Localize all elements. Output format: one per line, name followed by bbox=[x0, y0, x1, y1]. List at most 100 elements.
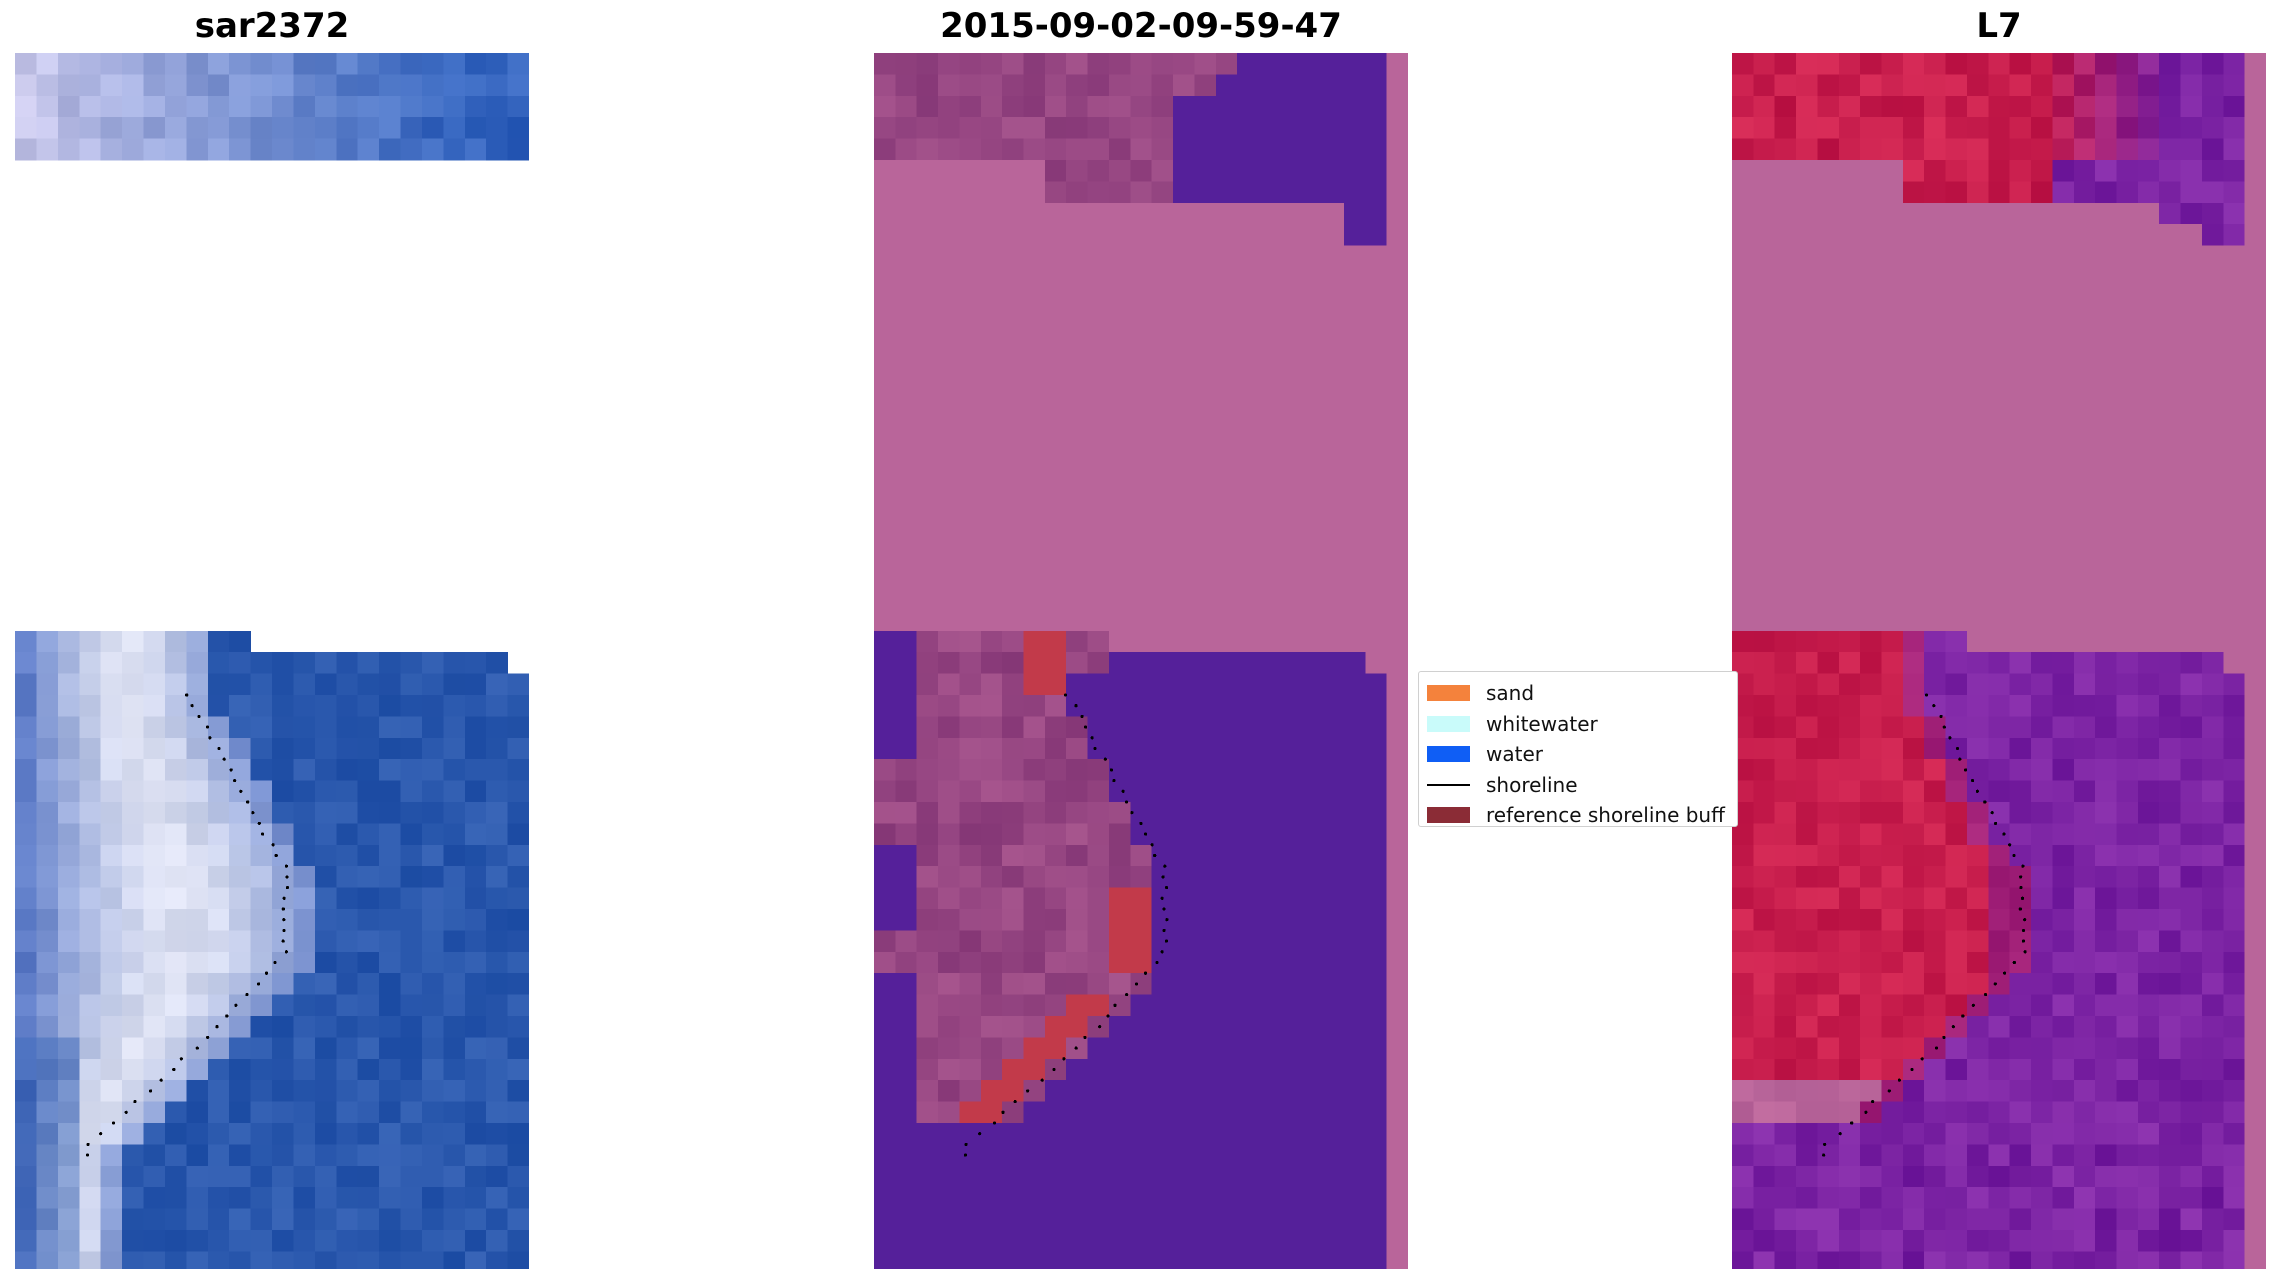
image-pixel bbox=[1945, 1230, 1968, 1252]
image-pixel bbox=[379, 802, 402, 824]
image-pixel bbox=[2201, 759, 2224, 782]
image-pixel bbox=[421, 1208, 444, 1231]
image-pixel bbox=[1173, 523, 1195, 546]
image-pixel bbox=[2095, 630, 2118, 653]
image-pixel bbox=[2073, 1165, 2096, 1188]
image-pixel bbox=[336, 866, 359, 889]
image-pixel bbox=[1945, 74, 1968, 97]
image-pixel bbox=[1108, 117, 1131, 140]
image-pixel bbox=[2201, 951, 2224, 974]
image-pixel bbox=[1343, 844, 1366, 867]
image-pixel bbox=[1023, 930, 1046, 953]
image-pixel bbox=[1151, 759, 1174, 782]
image-pixel bbox=[1151, 1080, 1174, 1103]
image-pixel bbox=[36, 138, 59, 161]
image-pixel bbox=[79, 951, 102, 974]
legend-item-shoreline: shoreline bbox=[1419, 770, 1737, 801]
image-pixel bbox=[1796, 53, 1819, 75]
image-pixel bbox=[1044, 609, 1067, 632]
image-pixel bbox=[2201, 844, 2224, 867]
image-pixel bbox=[2116, 181, 2139, 204]
image-pixel bbox=[2180, 802, 2203, 824]
shoreline-point bbox=[1864, 1110, 1868, 1114]
image-pixel bbox=[980, 1187, 1003, 1210]
image-pixel bbox=[1151, 909, 1174, 931]
image-pixel bbox=[959, 609, 982, 632]
image-pixel bbox=[1151, 802, 1174, 824]
image-pixel bbox=[1087, 267, 1110, 289]
image-pixel bbox=[1237, 566, 1260, 589]
shoreline-point bbox=[1850, 1121, 1854, 1125]
shoreline-point bbox=[1162, 907, 1166, 911]
shoreline-point bbox=[1155, 960, 1159, 965]
image-pixel bbox=[379, 716, 402, 739]
image-pixel bbox=[1924, 1080, 1947, 1103]
image-pixel bbox=[293, 1016, 316, 1038]
image-pixel bbox=[207, 95, 230, 118]
shoreline-point bbox=[1948, 736, 1952, 740]
image-pixel bbox=[1881, 844, 1904, 867]
image-pixel bbox=[2201, 374, 2224, 396]
image-pixel bbox=[874, 994, 896, 1017]
image-pixel bbox=[980, 1101, 1003, 1124]
image-pixel bbox=[1130, 545, 1153, 568]
image-pixel bbox=[1002, 395, 1025, 418]
image-pixel bbox=[1002, 1208, 1025, 1231]
image-pixel bbox=[1279, 502, 1302, 525]
image-pixel bbox=[1988, 759, 2011, 782]
image-pixel bbox=[1924, 566, 1947, 589]
image-pixel bbox=[1023, 609, 1046, 632]
image-pixel bbox=[1753, 267, 1776, 289]
image-pixel bbox=[1945, 930, 1968, 953]
image-pixel bbox=[1194, 1080, 1217, 1103]
image-pixel bbox=[1151, 352, 1174, 375]
image-pixel bbox=[938, 844, 961, 867]
image-pixel bbox=[1066, 502, 1089, 525]
image-pixel bbox=[2159, 1080, 2182, 1103]
image-pixel bbox=[421, 1144, 444, 1167]
image-pixel bbox=[464, 1080, 487, 1103]
image-pixel bbox=[2223, 973, 2246, 996]
image-pixel bbox=[1108, 951, 1131, 974]
image-pixel bbox=[1151, 566, 1174, 589]
image-pixel bbox=[1860, 502, 1883, 525]
image-pixel bbox=[938, 1144, 961, 1167]
image-pixel bbox=[507, 1144, 529, 1167]
image-pixel bbox=[1386, 780, 1408, 803]
image-pixel bbox=[400, 909, 423, 931]
shoreline-point bbox=[246, 800, 250, 804]
image-pixel bbox=[2116, 844, 2139, 867]
image-pixel bbox=[486, 1080, 509, 1103]
image-pixel bbox=[186, 994, 209, 1017]
image-pixel bbox=[1902, 716, 1925, 739]
image-pixel bbox=[895, 74, 918, 97]
image-pixel bbox=[1838, 630, 1861, 653]
image-pixel bbox=[272, 1251, 295, 1269]
image-pixel bbox=[164, 930, 187, 953]
image-pixel bbox=[2073, 1058, 2096, 1081]
image-pixel bbox=[100, 74, 123, 97]
image-pixel bbox=[1151, 523, 1174, 546]
image-pixel bbox=[229, 95, 252, 118]
image-pixel bbox=[486, 759, 509, 782]
image-pixel bbox=[186, 117, 209, 140]
image-pixel bbox=[1044, 737, 1067, 760]
image-pixel bbox=[1988, 780, 2011, 803]
image-pixel bbox=[1365, 844, 1388, 867]
image-pixel bbox=[314, 866, 337, 889]
image-pixel bbox=[1796, 716, 1819, 739]
image-pixel bbox=[1343, 823, 1366, 846]
image-pixel bbox=[1881, 374, 1904, 396]
image-pixel bbox=[1860, 160, 1883, 182]
image-pixel bbox=[916, 909, 939, 931]
image-pixel bbox=[980, 566, 1003, 589]
image-pixel bbox=[2244, 1230, 2266, 1252]
image-pixel bbox=[895, 1144, 918, 1167]
image-pixel bbox=[1386, 288, 1408, 311]
image-pixel bbox=[1173, 1144, 1195, 1167]
image-pixel bbox=[1881, 566, 1904, 589]
image-pixel bbox=[1365, 416, 1388, 439]
image-pixel bbox=[2159, 95, 2182, 118]
image-pixel bbox=[2201, 566, 2224, 589]
image-pixel bbox=[357, 74, 380, 97]
